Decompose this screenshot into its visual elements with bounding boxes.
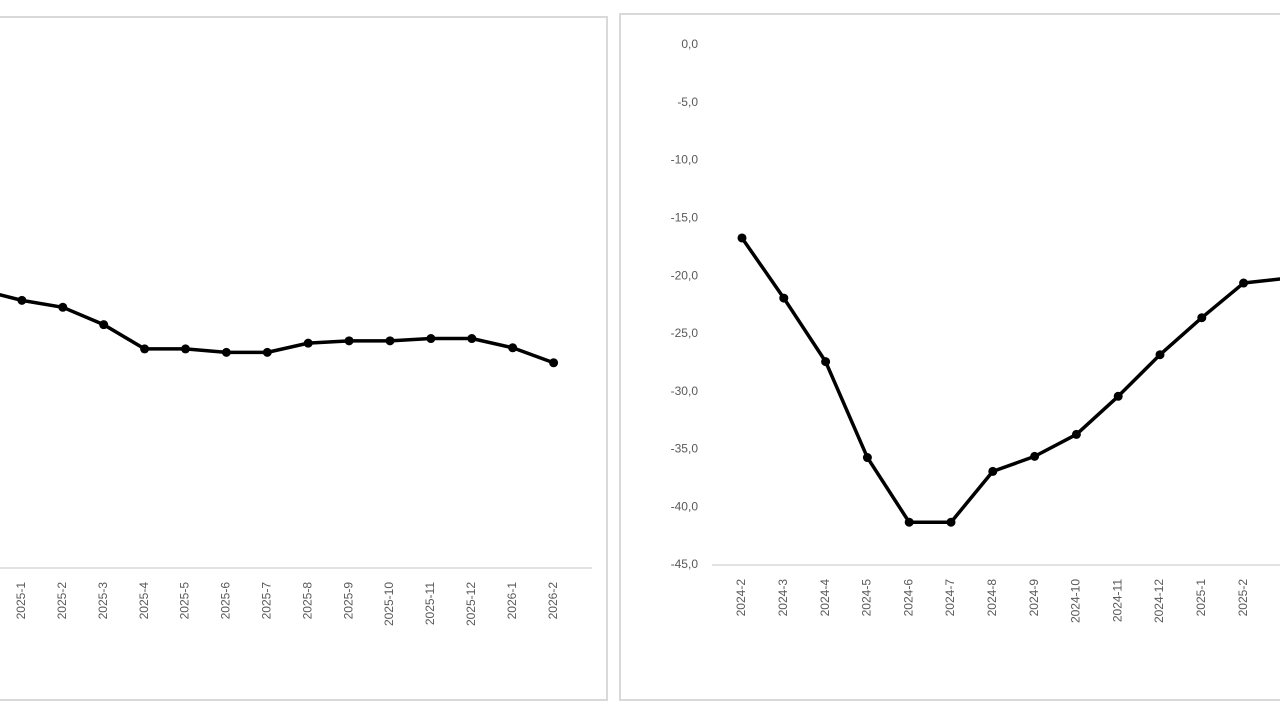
y-tick-label: 0,0 [681, 37, 698, 51]
data-point [1239, 278, 1249, 288]
data-point [779, 293, 789, 303]
data-point [904, 517, 914, 527]
data-point [988, 466, 998, 476]
x-tick-label: 2025-11 [423, 582, 437, 625]
x-tick-label: 2025-2 [1236, 579, 1250, 617]
y-tick-label: -45,0 [671, 557, 699, 571]
x-tick-label: 2024-2 [734, 579, 748, 617]
y-tick-label: -40,0 [671, 499, 699, 513]
x-tick-label: 2024-7 [943, 579, 957, 617]
data-line [0, 293, 555, 365]
data-point [1113, 391, 1123, 401]
data-point [221, 347, 231, 357]
x-tick-label: 2024-8 [985, 579, 999, 617]
data-line [740, 236, 1280, 524]
x-tick-label: 2024-9 [1027, 579, 1041, 617]
data-point [140, 344, 150, 354]
x-tick-label: 2025-3 [96, 582, 110, 620]
x-tick-label: 2025-4 [137, 582, 151, 620]
x-tick-label: 2024-5 [860, 579, 874, 617]
x-tick-label: 2024-11 [1110, 579, 1124, 622]
data-point [262, 347, 272, 357]
data-point [385, 336, 395, 346]
data-point [508, 343, 518, 353]
y-tick-label: -20,0 [671, 268, 699, 282]
data-point [946, 517, 956, 527]
data-point [737, 233, 747, 243]
x-tick-label: 2024-6 [901, 579, 915, 617]
x-tick-label: 2026-2 [546, 582, 560, 620]
data-point [1071, 429, 1081, 439]
x-tick-label: 2025-2 [55, 582, 69, 620]
x-tick-label: 2025-1 [1194, 579, 1208, 617]
y-tick-label: -35,0 [671, 442, 699, 456]
data-point [821, 357, 831, 367]
data-point [303, 338, 313, 348]
chart-frame [619, 13, 1280, 701]
x-tick-label: 2024-4 [818, 579, 832, 617]
data-point [549, 358, 559, 368]
y-tick-label: -5,0 [677, 95, 698, 109]
data-point [181, 344, 190, 354]
data-point [17, 295, 27, 305]
x-tick-label: 2025-7 [259, 582, 273, 620]
data-point [1155, 350, 1165, 360]
y-tick-label: -10,0 [671, 153, 699, 167]
y-tick-label: -30,0 [671, 384, 699, 398]
x-tick-label: 2025-8 [300, 582, 314, 620]
data-point [426, 334, 436, 344]
x-tick-label: 2025-10 [382, 582, 396, 626]
y-tick-label: -15,0 [671, 211, 699, 225]
x-tick-label: 2024-12 [1152, 579, 1166, 623]
x-tick-label: 2025-9 [341, 582, 355, 620]
chart-frame [0, 16, 608, 701]
data-point [344, 336, 354, 346]
data-point [1030, 451, 1040, 461]
x-tick-label: 2024-10 [1069, 579, 1083, 623]
data-point [99, 320, 109, 330]
data-point [467, 334, 477, 344]
data-point [58, 302, 68, 312]
x-tick-label: 2025-6 [219, 582, 233, 620]
x-tick-label: 2025-1 [14, 582, 28, 620]
data-point [1197, 313, 1207, 323]
x-tick-label: 2025-12 [464, 582, 478, 626]
x-tick-label: 2025-5 [178, 582, 192, 620]
x-tick-label: 2024-3 [776, 579, 790, 617]
data-point [862, 453, 872, 463]
y-tick-label: -25,0 [671, 326, 699, 340]
x-tick-label: 2026-1 [505, 582, 519, 620]
